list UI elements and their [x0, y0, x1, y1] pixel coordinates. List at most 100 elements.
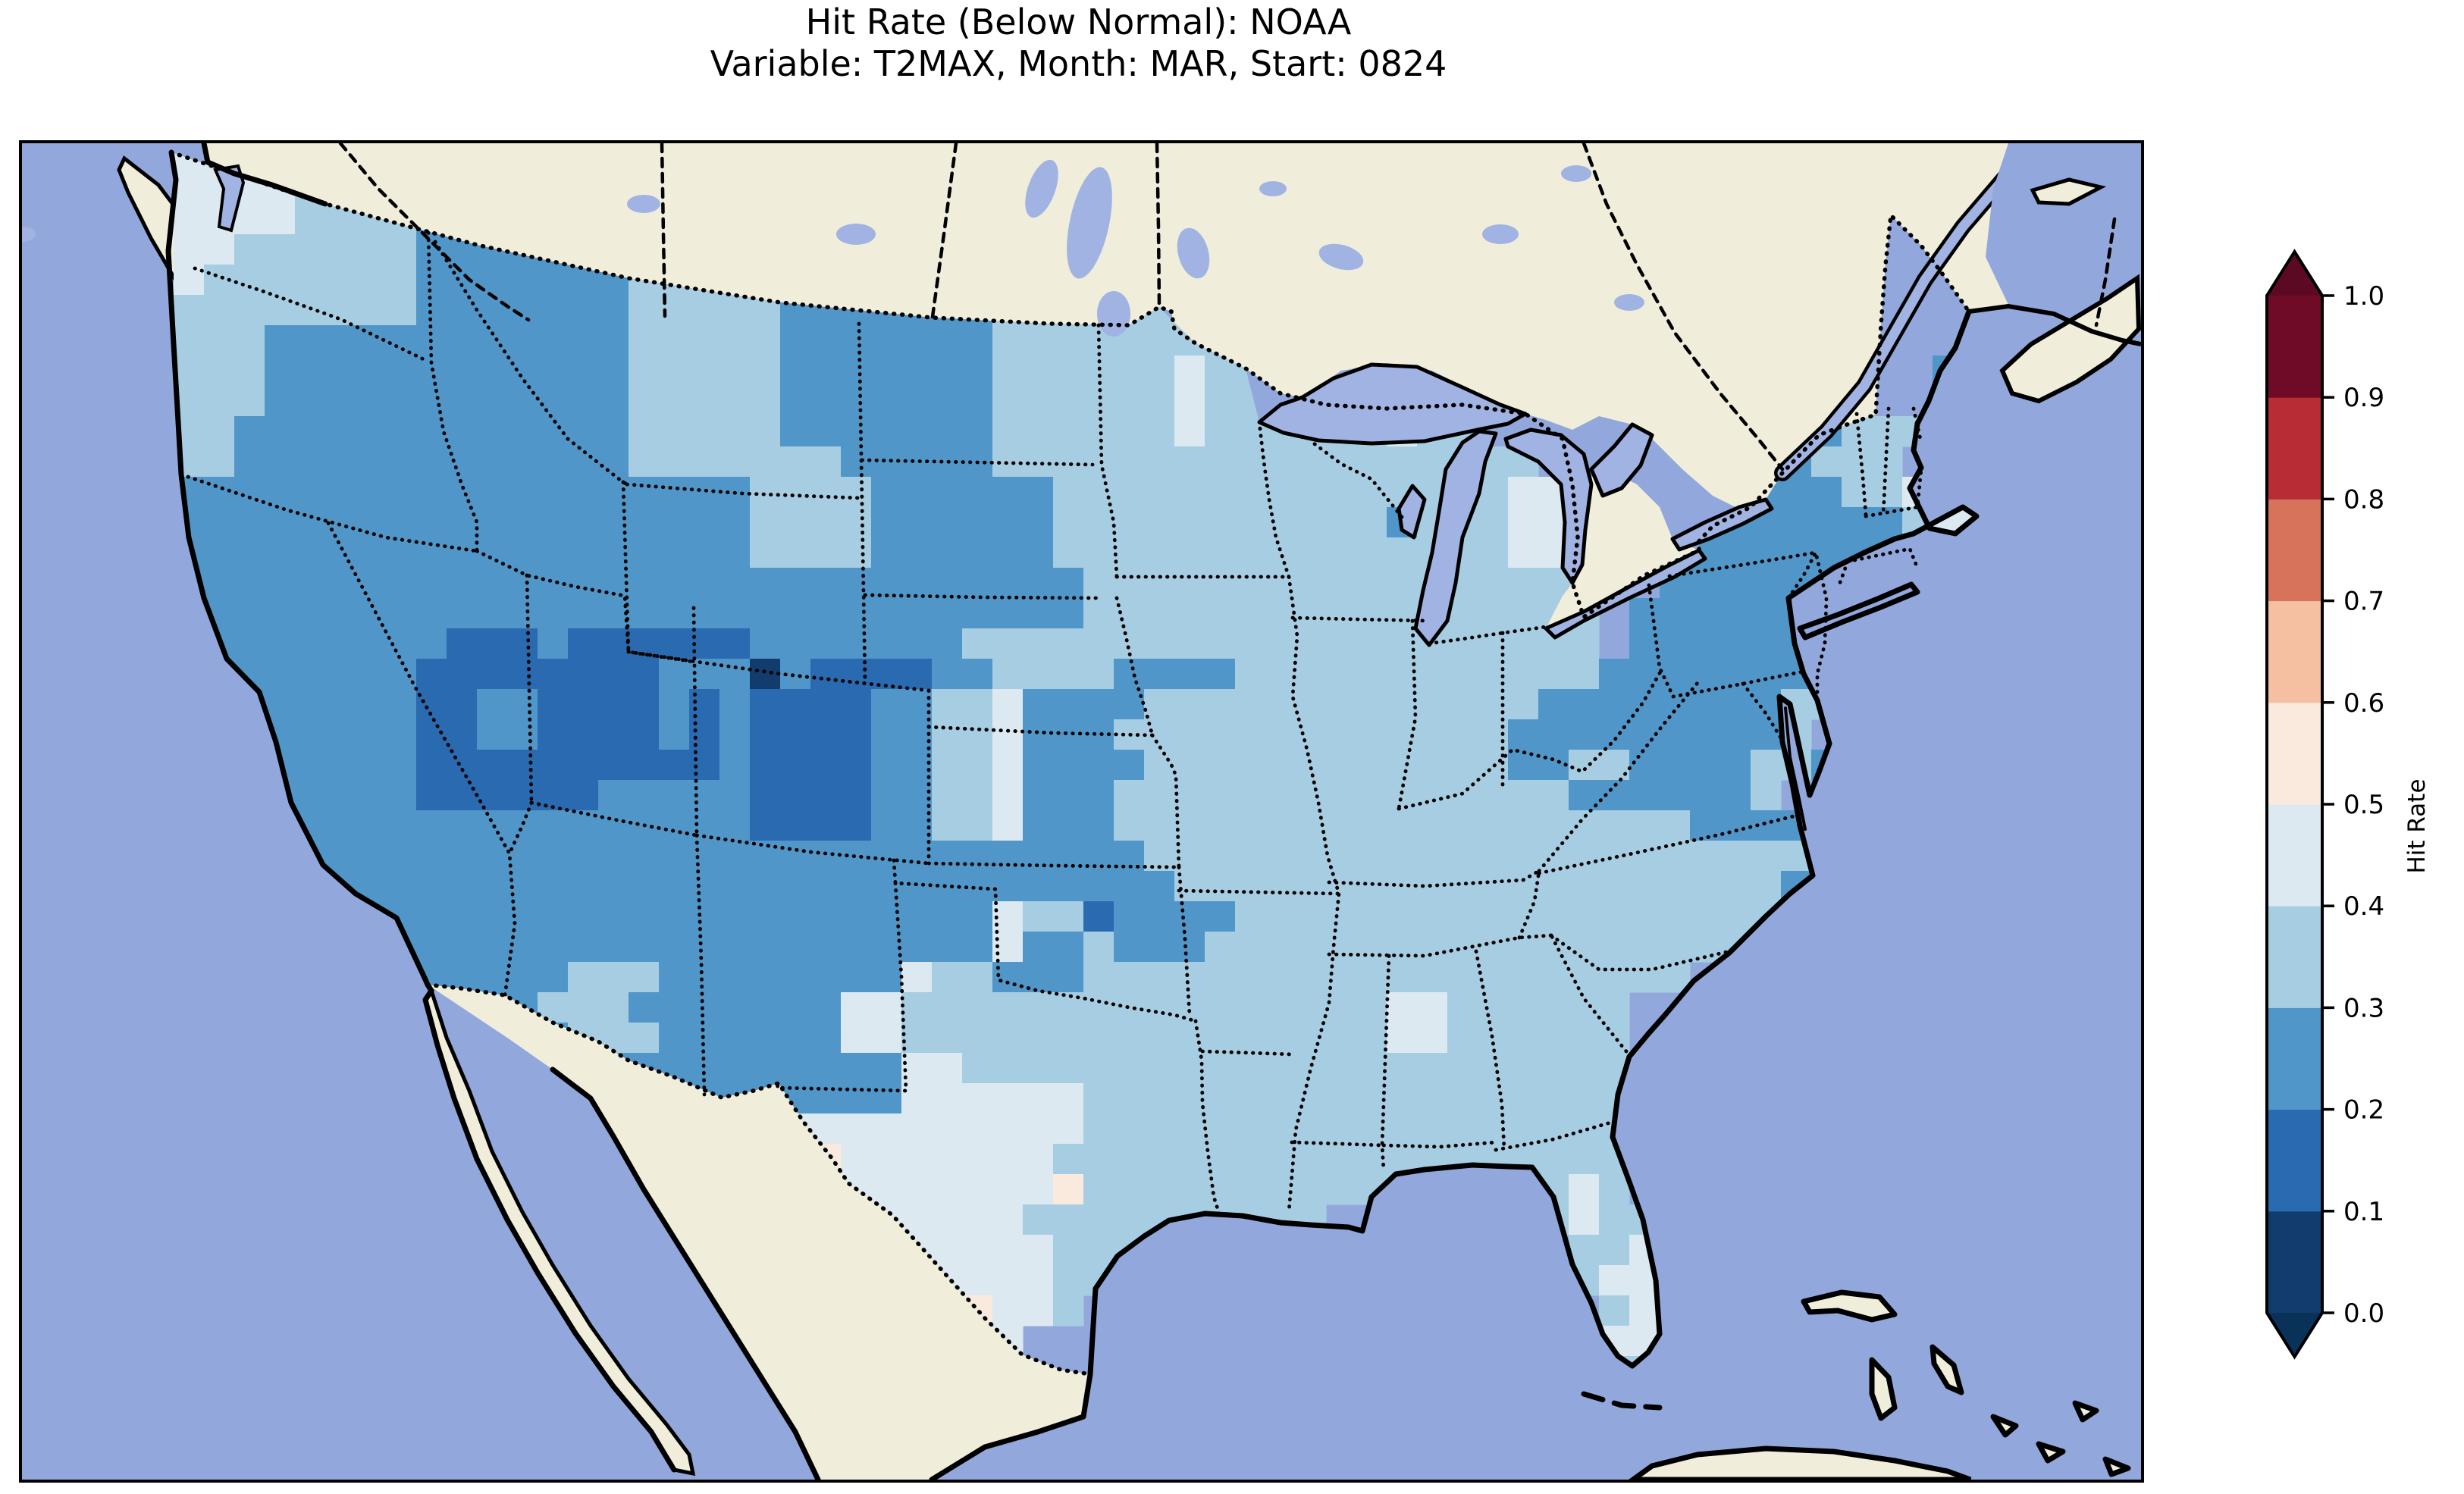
- hit-rate-cell: [1447, 1083, 1478, 1114]
- hit-rate-cell: [204, 386, 235, 417]
- hit-rate-cell: [386, 780, 417, 811]
- hit-rate-cell: [1265, 1113, 1296, 1145]
- hit-rate-cell: [1478, 598, 1509, 629]
- hit-rate-cell: [932, 1144, 963, 1175]
- hit-rate-cell: [295, 325, 326, 356]
- hit-rate-cell: [1326, 446, 1357, 478]
- hit-rate-cell: [1265, 750, 1296, 781]
- hit-rate-cell: [1205, 719, 1236, 750]
- hit-rate-cell: [447, 325, 478, 356]
- hit-rate-cell: [1569, 750, 1600, 781]
- hit-rate-cell: [1083, 1053, 1114, 1084]
- hit-rate-cell: [1053, 507, 1084, 538]
- hit-rate-cell: [416, 719, 447, 750]
- hit-rate-cell: [1690, 628, 1721, 659]
- hit-rate-cell: [1720, 750, 1751, 781]
- hit-rate-cell: [1023, 689, 1054, 720]
- hit-rate-cell: [447, 265, 478, 296]
- hit-rate-cell: [689, 932, 720, 963]
- hit-rate-cell: [234, 537, 265, 568]
- figure-title: Hit Rate (Below Normal): NOAA Variable: …: [19, 2, 2138, 85]
- hit-rate-cell: [1599, 689, 1630, 720]
- hit-rate-cell: [356, 568, 387, 599]
- hit-rate-cell: [992, 689, 1024, 720]
- hit-rate-cell: [932, 355, 963, 387]
- hit-rate-cell: [750, 780, 781, 811]
- hit-rate-cell: [1478, 841, 1509, 872]
- hit-rate-cell: [1265, 841, 1296, 872]
- hit-rate-cell: [780, 750, 811, 781]
- hit-rate-cell: [234, 507, 265, 538]
- hit-rate-cell: [689, 507, 720, 538]
- hit-rate-cell: [477, 932, 508, 963]
- hit-rate-cell: [1174, 901, 1205, 932]
- hit-rate-cell: [1599, 992, 1630, 1023]
- hit-rate-cell: [932, 1023, 963, 1054]
- hit-rate-cell: [1326, 507, 1357, 538]
- hit-rate-cell: [659, 416, 690, 447]
- hit-rate-cell: [841, 810, 872, 841]
- bahama-cay-3: [2072, 1400, 2099, 1423]
- hit-rate-cell: [1751, 871, 1782, 902]
- hit-rate-cell: [1265, 719, 1296, 750]
- hit-rate-cell: [356, 719, 387, 750]
- hit-rate-cell: [841, 1144, 872, 1175]
- hit-rate-cell: [750, 932, 781, 963]
- hit-rate-cell: [1114, 598, 1145, 629]
- hit-rate-cell: [1205, 689, 1236, 720]
- hit-rate-cell: [1356, 537, 1387, 568]
- hit-rate-cell: [1447, 841, 1478, 872]
- hit-rate-cell: [1174, 1113, 1205, 1145]
- hit-rate-cell: [1083, 1174, 1114, 1205]
- hit-rate-cell: [932, 750, 963, 781]
- hit-rate-cell: [1053, 1235, 1084, 1266]
- hit-rate-cell: [841, 962, 872, 993]
- hit-rate-cell: [962, 962, 993, 993]
- hit-rate-cell: [1023, 780, 1054, 811]
- hit-rate-cell: [719, 659, 751, 690]
- hit-rate-cell: [477, 780, 508, 811]
- hit-rate-cell: [1114, 537, 1145, 568]
- hit-rate-cell: [1296, 780, 1327, 811]
- hit-rate-cell: [992, 628, 1024, 659]
- hit-rate-cell: [1144, 568, 1175, 599]
- hit-rate-cell: [871, 962, 902, 993]
- hit-rate-cell: [1023, 1023, 1054, 1054]
- hit-rate-cell: [629, 446, 660, 478]
- hit-rate-cell: [1629, 750, 1660, 781]
- hit-rate-cell: [1629, 962, 1660, 993]
- hit-rate-cell: [295, 719, 326, 750]
- hit-rate-cell: [810, 416, 842, 447]
- hit-rate-cell: [871, 1083, 902, 1114]
- hit-rate-cell: [507, 265, 538, 296]
- hit-rate-cell: [689, 962, 720, 993]
- hit-rate-cell: [1508, 477, 1539, 508]
- hit-rate-cell: [1053, 446, 1084, 478]
- hit-rate-cell: [1296, 628, 1327, 659]
- hit-rate-cell: [871, 537, 902, 568]
- hit-rate-cell: [1508, 810, 1539, 841]
- hit-rate-cell: [416, 537, 447, 568]
- hit-rate-cell: [598, 628, 629, 659]
- hit-rate-cell: [1781, 507, 1812, 538]
- hit-rate-cell: [1114, 477, 1145, 508]
- eleuthera-island: [1930, 1344, 1964, 1395]
- hit-rate-cell: [477, 568, 508, 599]
- hit-rate-cell: [689, 780, 720, 811]
- hit-rate-cell: [992, 477, 1024, 508]
- hit-rate-cell: [992, 810, 1024, 841]
- hit-rate-cell: [1690, 568, 1721, 599]
- hit-rate-cell: [1083, 780, 1114, 811]
- hit-rate-cell: [871, 992, 902, 1023]
- hit-rate-cell: [962, 355, 993, 387]
- mexico-land: [428, 985, 1090, 1480]
- hit-rate-cell: [1205, 1053, 1236, 1084]
- hit-rate-cell: [932, 780, 963, 811]
- hit-rate-cell: [416, 446, 447, 478]
- hit-rate-cell: [1387, 962, 1418, 993]
- hit-rate-cell: [1114, 1053, 1145, 1084]
- hit-rate-cell: [598, 992, 629, 1023]
- hit-rate-cell: [1023, 507, 1054, 538]
- hit-rate-cell: [598, 355, 629, 387]
- hit-rate-cell: [659, 628, 690, 659]
